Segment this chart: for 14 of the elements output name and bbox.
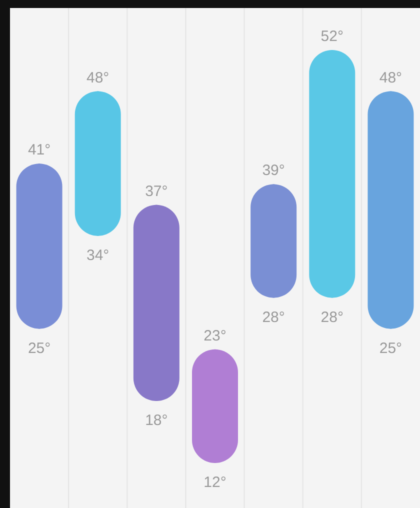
annotation: 37° — [145, 182, 168, 200]
annotation: 12° — [204, 474, 226, 491]
annotation: 25° — [379, 340, 402, 357]
annotation: 25° — [28, 340, 51, 357]
annotation: 18° — [145, 412, 168, 430]
annotation: 23° — [204, 327, 226, 344]
annotation: 48° — [379, 69, 402, 86]
annotation: 39° — [262, 162, 285, 180]
annotation: 34° — [86, 246, 110, 264]
annotation: 28° — [262, 308, 285, 326]
annotation: 41° — [28, 142, 51, 159]
annotation: 28° — [320, 308, 344, 326]
annotation: 52° — [320, 28, 344, 45]
annotation: 48° — [86, 69, 110, 86]
